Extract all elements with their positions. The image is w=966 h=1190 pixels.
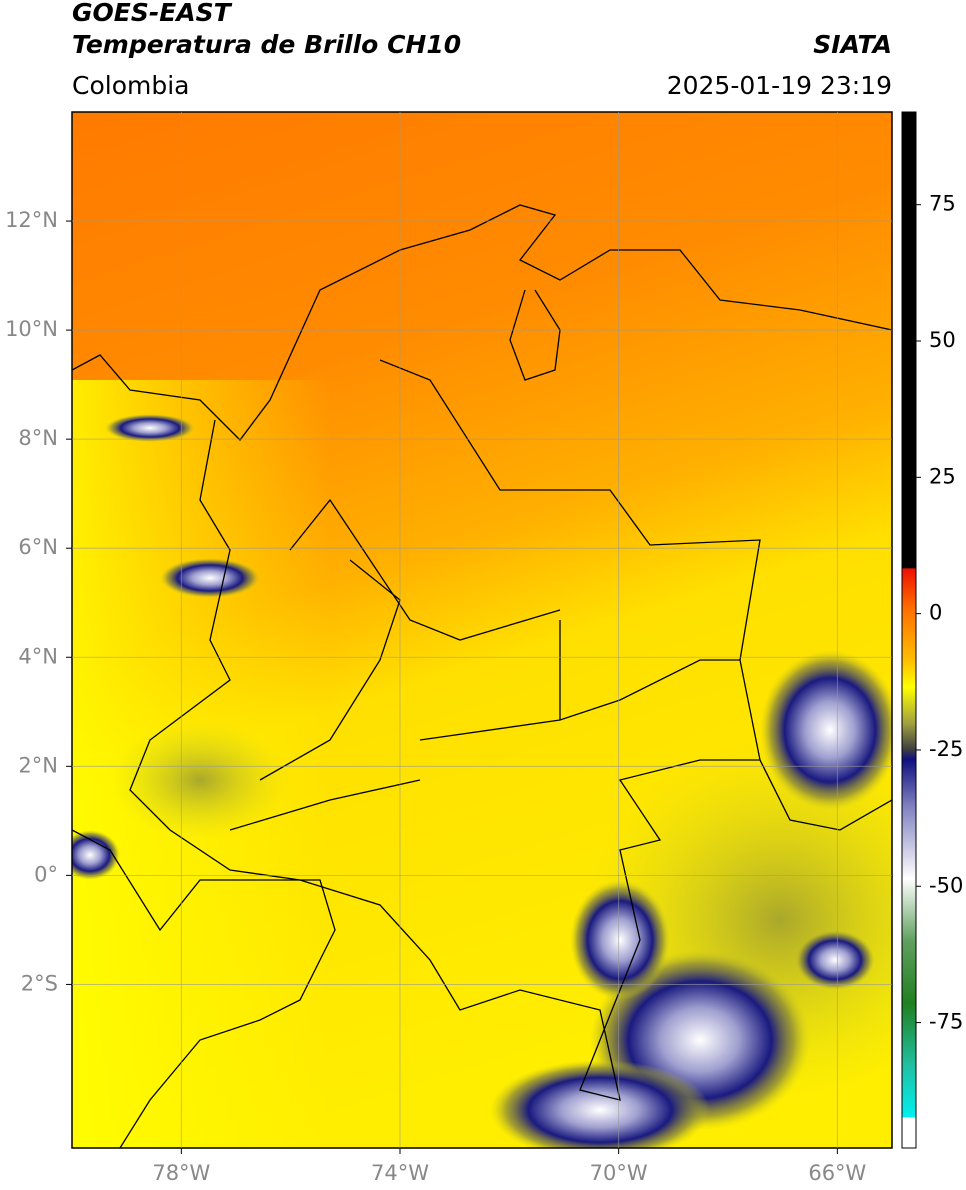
colorbar-tick-label: 0 (929, 601, 942, 625)
source: SIATA (813, 30, 892, 59)
x-tick-label: 74°W (371, 1161, 429, 1185)
cloud (795, 930, 875, 990)
region: Colombia (72, 71, 189, 100)
satellite-image (72, 112, 892, 1148)
y-tick-label: 6°N (18, 535, 58, 559)
haze (110, 720, 290, 840)
cloud (490, 1060, 710, 1148)
borders (72, 204, 892, 1148)
y-tick-label: 4°N (18, 644, 58, 668)
cloud (570, 880, 670, 1000)
cloud (160, 558, 260, 598)
y-tick-label: 2°S (21, 971, 58, 995)
title: GOES-EAST (72, 0, 233, 27)
y-tick-label: 12°N (5, 208, 58, 232)
y-tick-label: 2°N (18, 753, 58, 777)
x-tick-label: 70°W (590, 1161, 648, 1185)
map-frame (71, 111, 893, 1149)
colorbar-tick-label: -75 (929, 1010, 963, 1034)
colorbar-tick-label: 25 (929, 464, 956, 488)
y-tick-label: 0° (34, 862, 58, 886)
colorbar-tick-label: -25 (929, 737, 963, 761)
subtitle: Temperatura de Brillo CH10 (72, 30, 461, 59)
timestamp: 2025-01-19 23:19 (667, 71, 892, 100)
cloud (760, 650, 892, 810)
colorbar-tick-label: -50 (929, 873, 963, 897)
colorbar-tick-label: 75 (929, 192, 956, 216)
colorbar (901, 111, 917, 1149)
cloud (72, 830, 120, 880)
cloud (105, 414, 195, 442)
colorbar-tick-label: 50 (929, 328, 956, 352)
y-tick-label: 10°N (5, 317, 58, 341)
x-tick-label: 78°W (152, 1161, 210, 1185)
y-tick-label: 8°N (18, 426, 58, 450)
x-tick-label: 66°W (808, 1161, 866, 1185)
